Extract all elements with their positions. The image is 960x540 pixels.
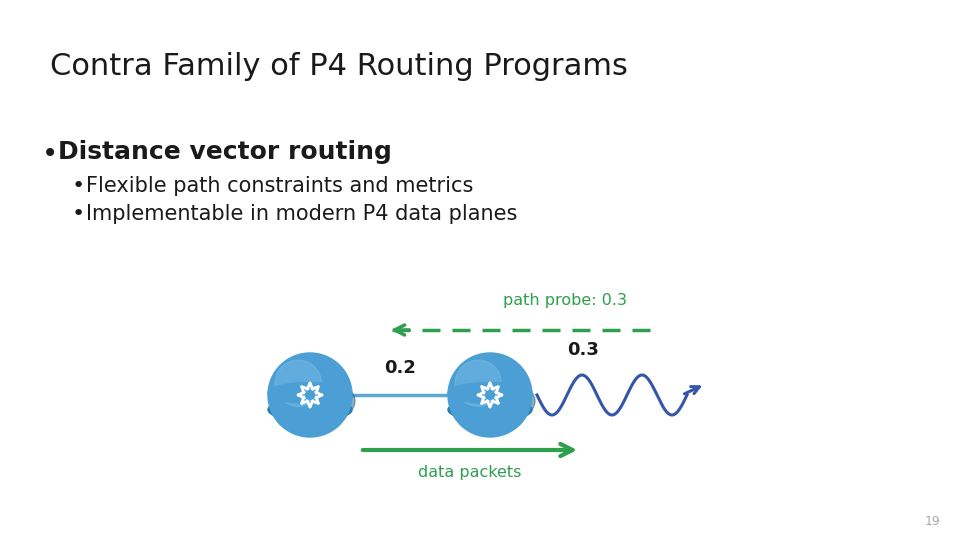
Text: Flexible path constraints and metrics: Flexible path constraints and metrics bbox=[86, 176, 473, 196]
Circle shape bbox=[455, 360, 501, 406]
Ellipse shape bbox=[448, 382, 532, 403]
Text: data packets: data packets bbox=[419, 465, 521, 480]
Text: path probe: 0.3: path probe: 0.3 bbox=[503, 293, 627, 308]
Text: 19: 19 bbox=[924, 515, 940, 528]
Text: •: • bbox=[72, 176, 85, 196]
Text: 0.2: 0.2 bbox=[384, 359, 416, 377]
Ellipse shape bbox=[268, 398, 352, 421]
Ellipse shape bbox=[271, 378, 355, 424]
Text: Implementable in modern P4 data planes: Implementable in modern P4 data planes bbox=[86, 204, 517, 224]
Ellipse shape bbox=[448, 398, 532, 421]
Text: 0.3: 0.3 bbox=[567, 341, 599, 359]
Circle shape bbox=[448, 353, 532, 437]
Circle shape bbox=[268, 353, 352, 437]
Ellipse shape bbox=[268, 382, 352, 403]
Ellipse shape bbox=[451, 378, 535, 424]
Text: •: • bbox=[42, 140, 59, 168]
Text: •: • bbox=[72, 204, 85, 224]
Text: Distance vector routing: Distance vector routing bbox=[58, 140, 392, 164]
Circle shape bbox=[276, 360, 322, 406]
Text: Contra Family of P4 Routing Programs: Contra Family of P4 Routing Programs bbox=[50, 52, 628, 81]
